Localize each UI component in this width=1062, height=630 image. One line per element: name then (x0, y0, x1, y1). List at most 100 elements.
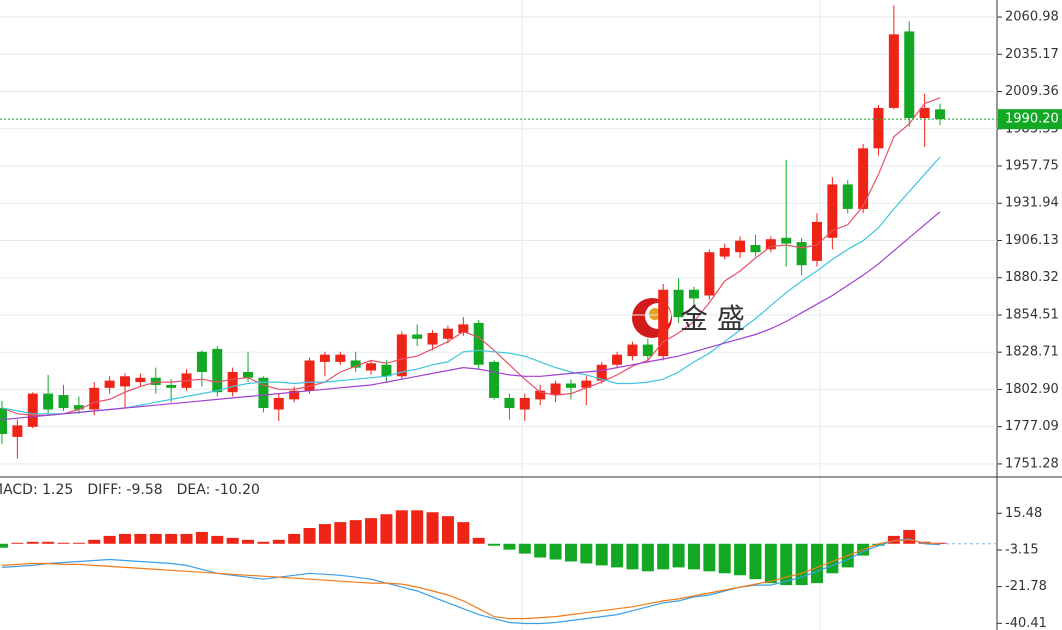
watermark: 金 盛 (680, 302, 745, 335)
candle-body (73, 405, 84, 410)
legend-entry: MACD: 1.25 (0, 482, 73, 498)
candle-body (27, 393, 38, 427)
histogram-bar (334, 522, 347, 544)
histogram-bar (488, 543, 501, 546)
current-price-tag (998, 109, 1062, 130)
y-tick-label: 1854.51 (1005, 307, 1059, 322)
moving-average-line (1, 156, 941, 415)
histogram-bar (595, 543, 608, 566)
histogram-bar (795, 543, 808, 586)
candle-body (673, 289, 684, 318)
candle-body (458, 324, 469, 334)
candle-body (412, 334, 423, 339)
histogram-bar (472, 537, 485, 544)
histogram-bar (365, 518, 378, 544)
histogram-bar (534, 543, 547, 558)
candle-body (535, 390, 546, 400)
y-tick-label: 1777.09 (1005, 419, 1059, 434)
histogram-bar (88, 539, 101, 544)
candle-body (873, 107, 884, 149)
candle-body (366, 363, 377, 371)
candle-body (550, 383, 561, 396)
candle-body (12, 425, 23, 437)
histogram-bar (303, 528, 316, 544)
histogram-bar (318, 524, 331, 544)
histogram-bar (0, 543, 8, 548)
histogram-bar (441, 516, 454, 544)
histogram-bar (149, 533, 162, 544)
histogram-bar (226, 537, 239, 544)
candle-body (596, 364, 607, 381)
macd-line (1, 539, 941, 620)
histogram-bar (626, 543, 639, 570)
candle-body (704, 252, 715, 296)
candle-body (89, 387, 100, 410)
candle-body (642, 344, 653, 357)
candle-body (658, 289, 669, 357)
histogram-bar (134, 533, 147, 544)
histogram-bar (103, 535, 116, 544)
histogram-bar (503, 543, 516, 550)
candle-body (904, 31, 915, 119)
histogram-bar (734, 543, 747, 576)
histogram-bar (180, 533, 193, 544)
candle-body (104, 380, 115, 388)
legend-entry: DEA: -10.20 (177, 482, 260, 498)
candles (0, 5, 945, 459)
histogram-bar (887, 535, 900, 544)
candle-body (581, 380, 592, 388)
candle-body (304, 360, 315, 391)
candle-body (688, 289, 699, 299)
y-tick-label: 1880.32 (1005, 270, 1059, 285)
histogram-bar (580, 543, 593, 564)
y-tick-label: 1751.28 (1005, 456, 1059, 471)
histogram-bar (42, 541, 55, 544)
candle-body (120, 376, 131, 387)
histogram-bar (26, 541, 39, 544)
y-tick-label: -21.78 (1005, 579, 1047, 594)
histogram-bar (764, 543, 777, 584)
histogram-bar (703, 543, 716, 572)
candle-body (273, 397, 284, 410)
histogram-bar (119, 533, 132, 544)
histogram-bar (687, 543, 700, 570)
histogram-bar (810, 543, 823, 584)
histogram-bar (903, 529, 916, 544)
candle-body (43, 393, 54, 410)
y-tick-label: 2060.98 (1005, 10, 1059, 25)
histogram-bar (211, 535, 224, 544)
histogram-bar (826, 543, 839, 574)
histogram-bar (257, 541, 270, 544)
y-tick-label: 1828.71 (1005, 345, 1059, 360)
y-tick-label: -40.41 (1005, 616, 1047, 630)
candle-body (319, 354, 330, 362)
candle-body (196, 351, 207, 372)
histogram-bar (165, 533, 178, 544)
candle-body (243, 371, 254, 378)
y-tick-label: -3.15 (1005, 542, 1039, 557)
candle-body (612, 354, 623, 365)
y-tick-label: 1802.90 (1005, 382, 1059, 397)
candle-body (135, 377, 146, 383)
histogram-bar (288, 533, 301, 544)
histogram-bar (749, 543, 762, 580)
candle-body (888, 34, 899, 108)
histogram-bar (564, 543, 577, 562)
histogram-bar (457, 522, 470, 544)
candle-body (627, 344, 638, 357)
histogram-bar (242, 539, 255, 544)
candle-body (781, 237, 792, 244)
candle-body (719, 247, 730, 257)
histogram-bar (426, 512, 439, 544)
candle-body (335, 354, 346, 362)
candle-body (212, 348, 223, 393)
histogram-bar (657, 543, 670, 570)
candle-body (735, 240, 746, 253)
histogram-bar (349, 520, 362, 544)
candle-body (504, 397, 515, 409)
histogram-bar (641, 543, 654, 572)
candle-body (827, 184, 838, 238)
candle-body (442, 328, 453, 339)
histogram-bar (395, 510, 408, 544)
